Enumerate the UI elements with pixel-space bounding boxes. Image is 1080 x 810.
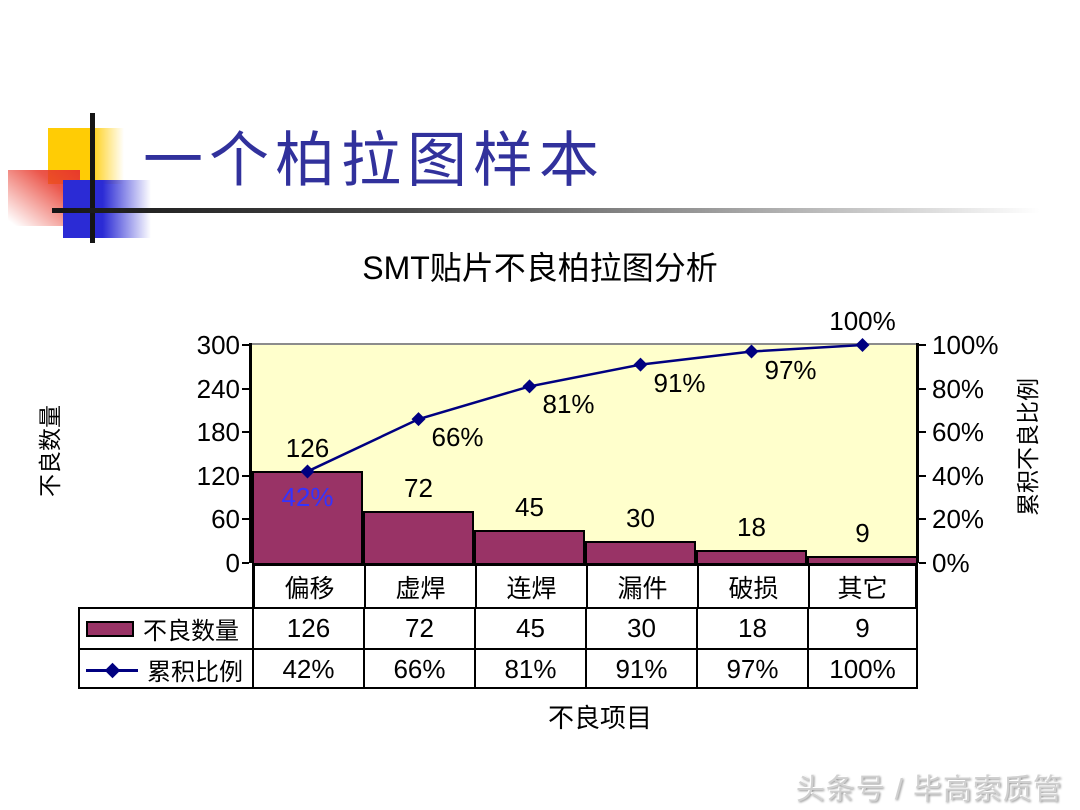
bar-value-label: 126 bbox=[285, 433, 330, 464]
bar-value-label: 18 bbox=[737, 511, 766, 542]
left-axis-tick bbox=[242, 562, 249, 564]
legend-cell: 累积比例 bbox=[80, 650, 252, 689]
bar-value-label: 30 bbox=[626, 503, 655, 534]
right-axis-tick-label: 40% bbox=[932, 460, 985, 491]
bar-value-label: 45 bbox=[515, 492, 544, 523]
right-axis-tick bbox=[919, 518, 926, 521]
line-marker-diamond bbox=[744, 344, 759, 359]
line-marker-diamond bbox=[411, 412, 426, 427]
table-value-cell: 81% bbox=[474, 650, 585, 689]
line-marker-diamond bbox=[855, 338, 870, 352]
left-axis-tick bbox=[242, 387, 249, 390]
category-cell: 破损 bbox=[699, 566, 810, 607]
bar-legend-swatch bbox=[86, 620, 134, 637]
table-value-cell: 18 bbox=[696, 609, 807, 648]
right-axis-tick-label: 0% bbox=[932, 548, 970, 578]
category-cell: 其它 bbox=[837, 574, 888, 603]
legend-label: 不良数量 bbox=[143, 618, 239, 645]
left-axis-tick bbox=[242, 344, 249, 346]
line-marker-diamond bbox=[633, 357, 648, 372]
line-marker-diamond bbox=[522, 379, 537, 394]
cumulative-percent-label: 42% bbox=[281, 482, 334, 513]
decoration-vertical-line bbox=[90, 113, 95, 243]
table-row: 累积比例 42% 66% 81% 91% 97% 100% bbox=[80, 650, 916, 689]
left-axis-tick-label: 300 bbox=[196, 330, 240, 360]
left-axis-tick-label: 60 bbox=[211, 504, 240, 535]
bar-value-label: 72 bbox=[404, 472, 433, 503]
legend-cell: 不良数量 bbox=[80, 609, 252, 648]
defect-bar bbox=[585, 541, 696, 563]
cumulative-percent-label: 91% bbox=[653, 367, 706, 398]
table-value-cell: 30 bbox=[585, 609, 696, 648]
legend-diamond bbox=[104, 662, 121, 678]
defect-bar bbox=[363, 510, 474, 563]
table-value-cell: 126 bbox=[252, 609, 363, 648]
right-axis-tick bbox=[919, 387, 926, 390]
line-legend-swatch bbox=[86, 662, 138, 678]
category-row: 偏移 虚焊 连焊 漏件 破损 其它 bbox=[252, 563, 918, 607]
defect-bar bbox=[474, 530, 585, 563]
right-axis-tick bbox=[919, 344, 926, 346]
right-axis-tick-label: 100% bbox=[932, 330, 999, 360]
category-cell: 偏移 bbox=[255, 566, 366, 607]
right-axis-tick bbox=[919, 431, 926, 434]
data-table: 不良数量 126 72 45 30 18 9 累积比例 42% 66% 81% 91% 97% 100% bbox=[78, 607, 918, 689]
left-axis-tick bbox=[242, 518, 249, 521]
table-value-cell: 45 bbox=[474, 609, 585, 648]
category-cell: 连焊 bbox=[477, 566, 588, 607]
cumulative-percent-label: 97% bbox=[764, 354, 817, 385]
cumulative-percent-label: 81% bbox=[542, 389, 595, 420]
right-axis-line bbox=[916, 343, 919, 563]
defect-bar bbox=[696, 549, 807, 563]
slide-title: 一个柏拉图样本 bbox=[143, 128, 605, 194]
right-axis-tick-label: 60% bbox=[932, 417, 985, 448]
left-axis-tick-label: 0 bbox=[225, 548, 240, 578]
legend-label: 累积比例 bbox=[147, 659, 243, 686]
left-axis-tick bbox=[242, 431, 249, 434]
category-cell: 虚焊 bbox=[366, 566, 477, 607]
x-axis-title: 不良项目 bbox=[547, 703, 652, 733]
right-axis-tick bbox=[919, 474, 926, 477]
chart-title: SMT贴片不良柏拉图分析 bbox=[362, 250, 718, 286]
bar-value-label: 9 bbox=[855, 518, 870, 549]
defect-bar bbox=[807, 556, 918, 563]
left-axis-tick-label: 120 bbox=[196, 460, 240, 491]
right-axis-tick-label: 20% bbox=[932, 504, 985, 535]
left-axis-tick bbox=[242, 474, 249, 477]
table-row: 不良数量 126 72 45 30 18 9 bbox=[80, 609, 916, 650]
right-axis-tick bbox=[919, 562, 926, 564]
table-value-cell: 42% bbox=[252, 650, 363, 689]
table-value-cell: 9 bbox=[807, 609, 916, 648]
table-value-cell: 66% bbox=[363, 650, 474, 689]
left-axis-tick-label: 180 bbox=[196, 417, 240, 448]
table-value-cell: 91% bbox=[585, 650, 696, 689]
cumulative-percent-label: 100% bbox=[829, 306, 896, 336]
right-axis-tick-label: 80% bbox=[932, 373, 985, 404]
cumulative-percent-label: 66% bbox=[431, 422, 484, 453]
table-value-cell: 72 bbox=[363, 609, 474, 648]
left-axis-tick-label: 240 bbox=[196, 373, 240, 404]
table-value-cell: 97% bbox=[696, 650, 807, 689]
left-axis-line bbox=[249, 343, 252, 563]
table-value-cell: 100% bbox=[807, 650, 916, 689]
watermark: 头条号 / 毕高索质管 bbox=[795, 774, 1063, 806]
category-cell: 漏件 bbox=[588, 566, 699, 607]
title-underline bbox=[52, 208, 1060, 213]
